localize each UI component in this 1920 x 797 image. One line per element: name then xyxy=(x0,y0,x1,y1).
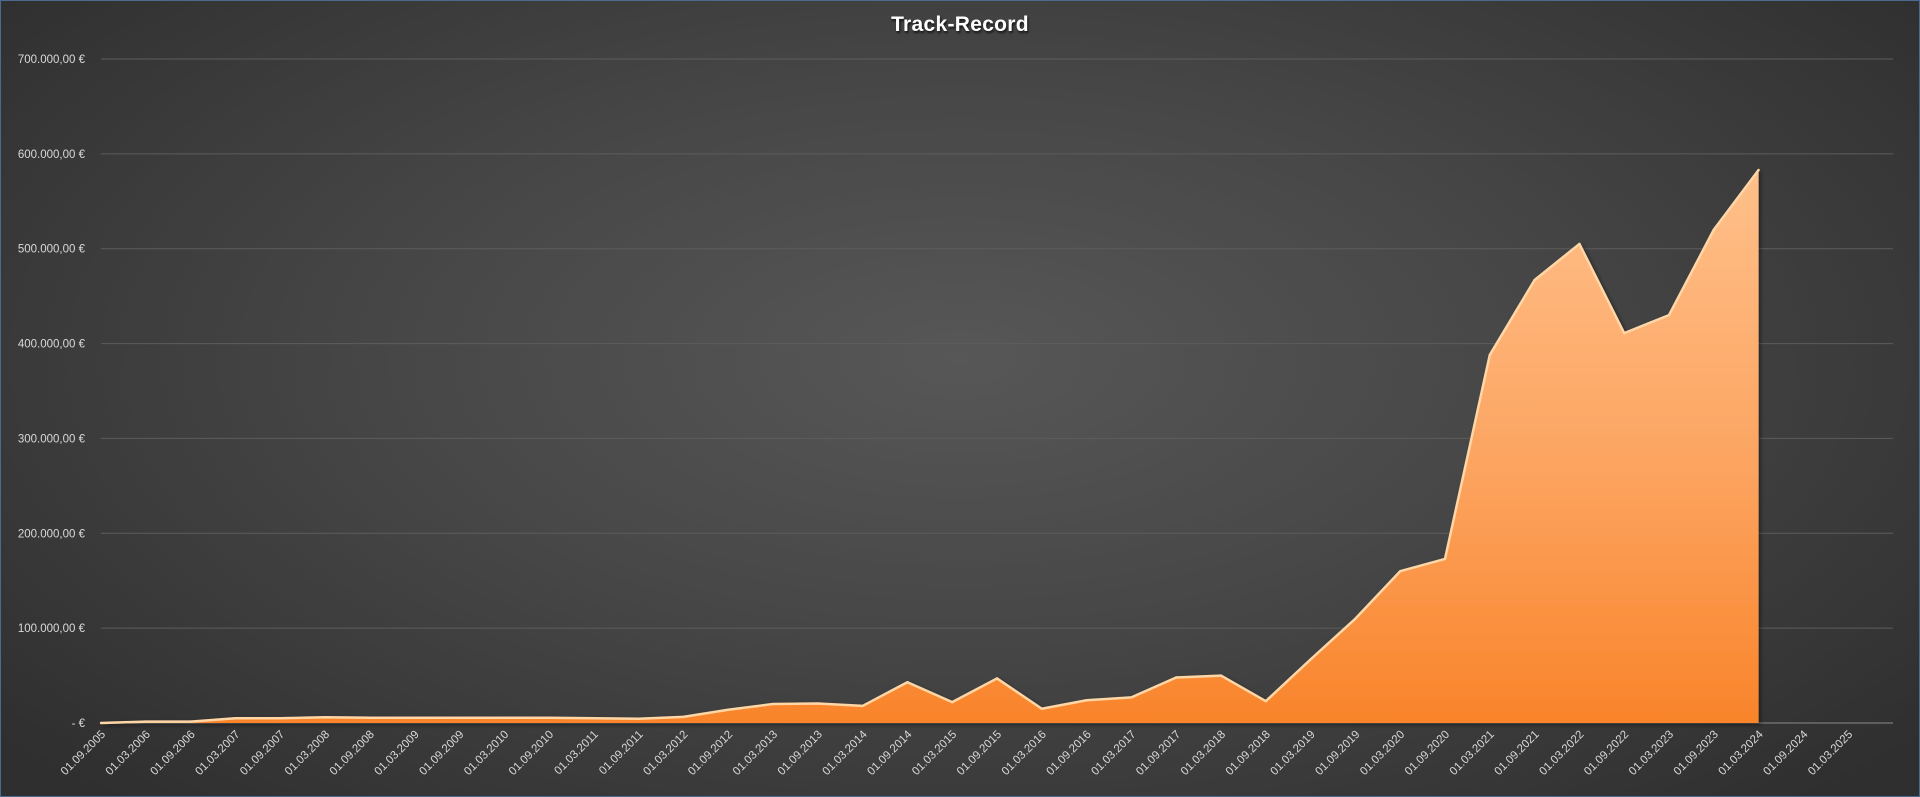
data-point xyxy=(503,716,506,719)
x-tick-label: 01.09.2011 xyxy=(597,729,646,778)
data-point xyxy=(368,716,371,719)
data-point xyxy=(1667,313,1671,317)
y-tick-label: 200.000,00 € xyxy=(18,528,86,540)
x-tick-label: 01.03.2020 xyxy=(1358,729,1407,778)
area-series-fill xyxy=(101,169,1759,724)
data-point xyxy=(951,700,954,704)
area-series xyxy=(99,168,1760,725)
y-axis-labels: - € 100.000,00 € 200.000,00 € 300.000,00 € 4… xyxy=(18,54,86,730)
data-point xyxy=(995,677,999,680)
data-point xyxy=(1757,168,1760,172)
chart-title: Track-Record xyxy=(891,13,1029,36)
data-point xyxy=(1309,658,1312,661)
x-tick-label: 01.09.2005 xyxy=(59,729,108,778)
data-point xyxy=(1533,278,1536,282)
data-point xyxy=(458,716,461,719)
x-tick-label: 01.03.2007 xyxy=(193,729,242,778)
x-tick-label: 01.03.2021 xyxy=(1448,729,1497,778)
x-tick-label: 01.09.2023 xyxy=(1672,729,1721,778)
y-tick-label: 100.000,00 € xyxy=(18,623,86,635)
data-point xyxy=(1712,228,1716,231)
data-point xyxy=(1264,699,1268,703)
x-tick-label: 01.03.2015 xyxy=(910,729,959,778)
x-tick-label: 01.09.2019 xyxy=(1313,729,1362,778)
x-tick-label: 01.03.2010 xyxy=(462,729,511,778)
data-point xyxy=(771,702,775,706)
x-tick-label: 01.09.2006 xyxy=(149,729,198,778)
x-tick-label: 01.09.2012 xyxy=(686,729,735,778)
x-tick-label: 01.03.2009 xyxy=(373,729,422,778)
y-tick-label: 600.000,00 € xyxy=(18,149,86,161)
data-point xyxy=(1578,242,1581,246)
x-tick-label: 01.09.2024 xyxy=(1761,728,1811,778)
x-tick-label: 01.03.2018 xyxy=(1179,729,1228,778)
data-point xyxy=(682,715,685,719)
x-tick-label: 01.03.2013 xyxy=(731,729,780,778)
data-point xyxy=(1488,353,1492,357)
data-point xyxy=(1040,707,1044,710)
x-tick-label: 01.09.2007 xyxy=(238,729,287,778)
x-tick-label: 01.09.2009 xyxy=(417,729,466,778)
data-point xyxy=(547,716,551,719)
y-tick-label: 300.000,00 € xyxy=(18,433,86,445)
data-point xyxy=(592,717,595,720)
x-tick-label: 01.03.2011 xyxy=(552,729,601,778)
x-tick-label: 01.03.2016 xyxy=(1000,729,1049,778)
data-point xyxy=(323,716,327,719)
data-point xyxy=(1085,699,1088,702)
x-tick-label: 01.09.2021 xyxy=(1493,729,1542,778)
x-tick-label: 01.09.2014 xyxy=(865,728,915,778)
data-point xyxy=(1219,674,1223,677)
data-point xyxy=(816,702,819,705)
x-tick-label: 01.09.2016 xyxy=(1045,729,1094,778)
data-point xyxy=(637,717,640,720)
data-point xyxy=(727,708,730,711)
x-tick-label: 01.09.2015 xyxy=(955,729,1004,778)
data-point xyxy=(234,717,237,720)
data-point xyxy=(861,704,864,708)
data-point xyxy=(413,716,416,719)
x-tick-label: 01.03.2022 xyxy=(1537,729,1586,778)
data-point xyxy=(189,720,192,723)
x-tick-label: 01.03.2006 xyxy=(104,729,153,778)
x-tick-label: 01.03.2008 xyxy=(283,729,332,778)
x-tick-label: 01.09.2018 xyxy=(1224,729,1273,778)
data-point xyxy=(279,717,282,720)
x-tick-label: 01.09.2022 xyxy=(1582,729,1631,778)
y-tick-label: 500.000,00 € xyxy=(18,244,86,256)
area-series-line xyxy=(100,169,1760,725)
y-tick-label: 700.000,00 € xyxy=(18,54,86,66)
y-tick-label: 400.000,00 € xyxy=(18,339,86,351)
x-tick-label: 01.03.2012 xyxy=(641,729,690,778)
data-point xyxy=(144,720,147,723)
data-point xyxy=(906,681,909,684)
data-point xyxy=(99,721,103,725)
x-tick-label: 01.03.2019 xyxy=(1269,729,1318,778)
x-tick-label: 01.03.2017 xyxy=(1089,729,1138,778)
data-point xyxy=(1130,696,1133,699)
x-tick-label: 01.03.2025 xyxy=(1806,729,1855,778)
x-tick-label: 01.09.2008 xyxy=(328,729,377,778)
data-point xyxy=(1175,676,1178,679)
x-tick-label: 01.03.2023 xyxy=(1627,729,1676,778)
data-point xyxy=(1623,331,1626,335)
data-point xyxy=(1354,617,1357,620)
x-axis-labels: 01.09.200501.03.200601.09.200601.03.2007… xyxy=(59,728,1855,778)
x-tick-label: 01.09.2010 xyxy=(507,729,556,778)
x-tick-label: 01.09.2013 xyxy=(776,729,825,778)
x-tick-label: 01.03.2024 xyxy=(1717,728,1767,778)
x-tick-label: 01.03.2014 xyxy=(821,728,871,778)
x-tick-label: 01.09.2017 xyxy=(1134,729,1183,778)
data-point xyxy=(1443,557,1447,561)
data-point xyxy=(1399,570,1402,573)
y-tick-label: - € xyxy=(72,718,86,730)
x-tick-label: 01.09.2020 xyxy=(1403,729,1452,778)
